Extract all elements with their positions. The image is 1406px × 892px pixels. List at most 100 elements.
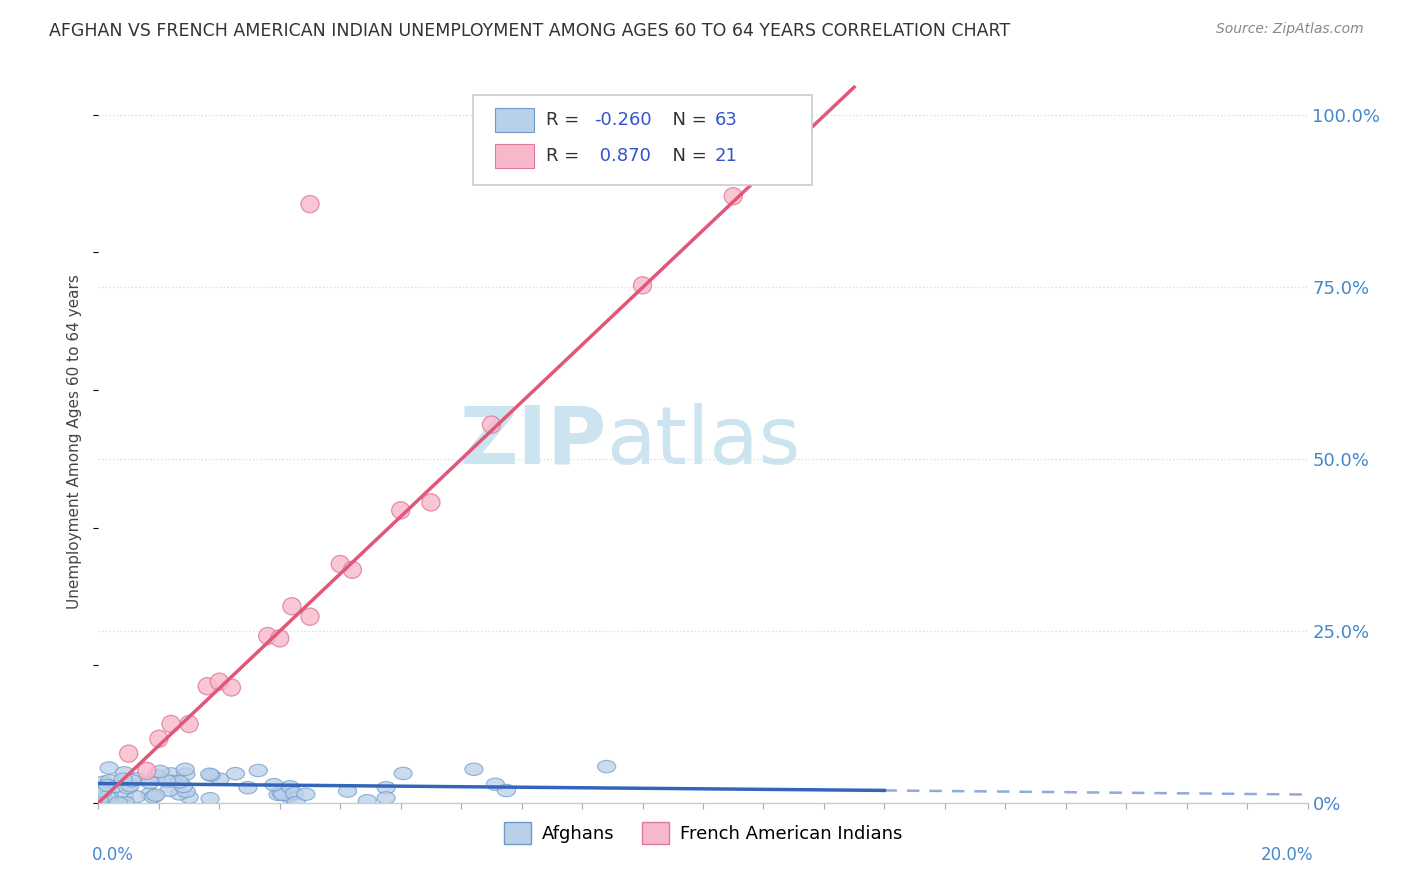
Ellipse shape (90, 797, 108, 809)
Ellipse shape (274, 789, 292, 801)
Ellipse shape (280, 790, 298, 803)
Ellipse shape (486, 778, 505, 790)
Ellipse shape (339, 785, 357, 797)
Ellipse shape (394, 767, 412, 780)
Ellipse shape (98, 791, 117, 804)
Ellipse shape (766, 148, 785, 165)
Ellipse shape (150, 731, 167, 747)
Ellipse shape (170, 788, 188, 800)
Ellipse shape (148, 770, 166, 781)
Ellipse shape (176, 764, 194, 775)
Ellipse shape (201, 768, 219, 780)
Ellipse shape (211, 673, 228, 690)
Ellipse shape (115, 789, 134, 802)
Ellipse shape (498, 784, 516, 797)
Ellipse shape (239, 781, 257, 794)
Ellipse shape (110, 797, 128, 809)
Ellipse shape (287, 797, 305, 809)
Ellipse shape (118, 781, 136, 794)
Ellipse shape (141, 776, 159, 789)
Text: 0.870: 0.870 (595, 147, 651, 165)
Ellipse shape (94, 785, 112, 797)
Ellipse shape (98, 780, 117, 792)
Text: ZIP: ZIP (458, 402, 606, 481)
Ellipse shape (163, 775, 181, 788)
Ellipse shape (249, 764, 267, 777)
Ellipse shape (482, 416, 501, 434)
Ellipse shape (121, 780, 139, 792)
Ellipse shape (281, 780, 299, 793)
Ellipse shape (127, 790, 145, 803)
Text: 0.0%: 0.0% (93, 847, 134, 864)
Text: R =: R = (546, 147, 585, 165)
Text: atlas: atlas (606, 402, 800, 481)
Ellipse shape (174, 780, 193, 793)
Ellipse shape (271, 787, 290, 799)
Ellipse shape (269, 789, 287, 800)
Ellipse shape (93, 791, 111, 804)
Ellipse shape (422, 494, 440, 511)
Ellipse shape (157, 774, 176, 787)
Text: AFGHAN VS FRENCH AMERICAN INDIAN UNEMPLOYMENT AMONG AGES 60 TO 64 YEARS CORRELAT: AFGHAN VS FRENCH AMERICAN INDIAN UNEMPLO… (49, 22, 1011, 40)
Ellipse shape (145, 791, 162, 803)
Ellipse shape (377, 792, 395, 804)
Ellipse shape (100, 789, 118, 802)
Ellipse shape (90, 794, 108, 806)
Y-axis label: Unemployment Among Ages 60 to 64 years: Unemployment Among Ages 60 to 64 years (67, 274, 83, 609)
FancyBboxPatch shape (495, 144, 534, 169)
Ellipse shape (259, 627, 277, 645)
Text: R =: R = (546, 111, 585, 129)
Ellipse shape (332, 556, 349, 573)
Ellipse shape (138, 763, 156, 780)
Ellipse shape (634, 277, 651, 294)
Ellipse shape (100, 774, 118, 787)
Ellipse shape (211, 773, 229, 785)
Ellipse shape (100, 762, 118, 774)
Ellipse shape (598, 760, 616, 772)
Ellipse shape (162, 715, 180, 732)
FancyBboxPatch shape (474, 95, 811, 185)
Legend: Afghans, French American Indians: Afghans, French American Indians (496, 815, 910, 852)
Text: N =: N = (661, 147, 713, 165)
Ellipse shape (301, 195, 319, 212)
Ellipse shape (117, 797, 135, 809)
Text: N =: N = (661, 111, 713, 129)
Ellipse shape (724, 187, 742, 205)
Ellipse shape (177, 785, 195, 797)
Ellipse shape (198, 678, 217, 695)
Ellipse shape (122, 774, 141, 787)
Ellipse shape (343, 561, 361, 578)
Ellipse shape (114, 773, 132, 786)
Ellipse shape (271, 630, 288, 647)
Ellipse shape (201, 792, 219, 805)
Ellipse shape (222, 679, 240, 696)
Text: -0.260: -0.260 (595, 111, 652, 129)
Ellipse shape (264, 779, 283, 791)
FancyBboxPatch shape (495, 108, 534, 132)
Ellipse shape (202, 769, 221, 781)
Ellipse shape (150, 765, 169, 778)
Ellipse shape (226, 767, 245, 780)
Ellipse shape (285, 787, 304, 799)
Ellipse shape (177, 768, 195, 780)
Text: 63: 63 (716, 111, 738, 129)
Ellipse shape (162, 768, 180, 780)
Ellipse shape (359, 795, 377, 807)
Ellipse shape (115, 766, 134, 779)
Ellipse shape (392, 501, 409, 519)
Ellipse shape (465, 763, 484, 775)
Ellipse shape (170, 775, 188, 788)
Ellipse shape (128, 772, 146, 785)
Ellipse shape (180, 715, 198, 732)
Text: Source: ZipAtlas.com: Source: ZipAtlas.com (1216, 22, 1364, 37)
Text: 21: 21 (716, 147, 738, 165)
Ellipse shape (180, 791, 198, 804)
Text: 20.0%: 20.0% (1261, 847, 1313, 864)
Ellipse shape (160, 784, 179, 797)
Ellipse shape (283, 598, 301, 615)
Ellipse shape (141, 788, 159, 800)
Ellipse shape (301, 608, 319, 625)
Ellipse shape (377, 781, 395, 794)
Ellipse shape (107, 780, 124, 793)
Ellipse shape (297, 788, 315, 800)
